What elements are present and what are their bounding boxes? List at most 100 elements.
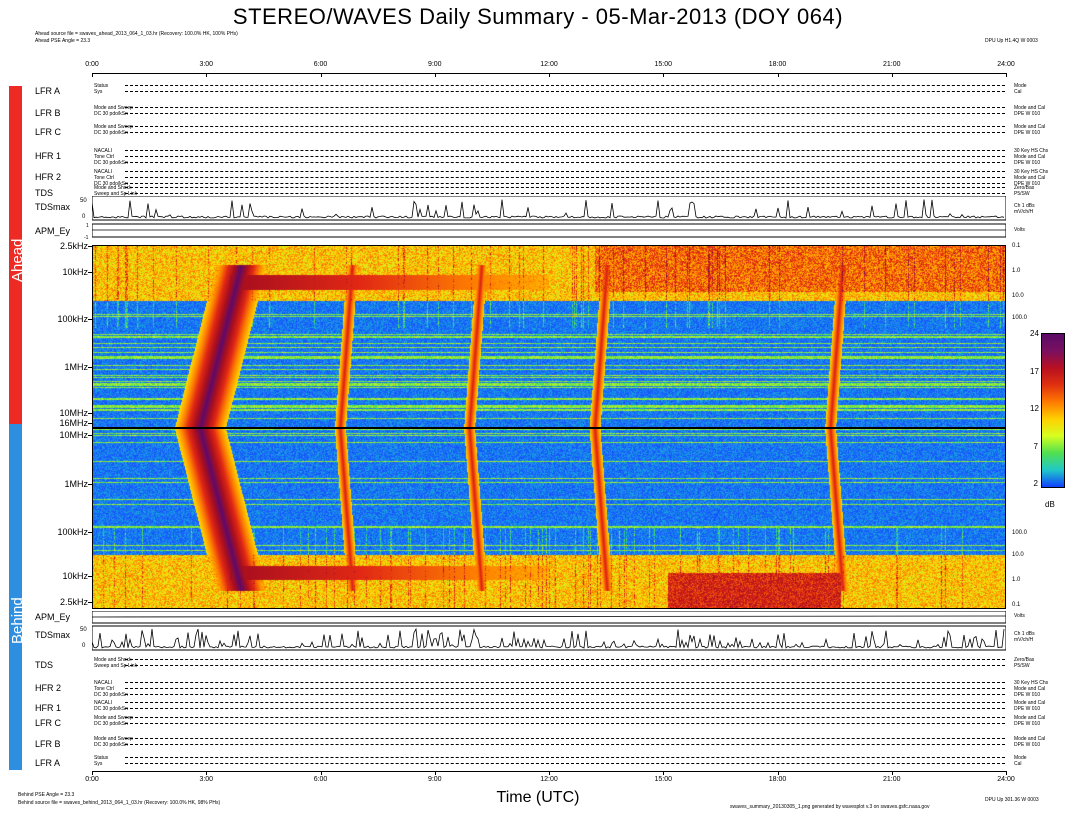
ahead-apm-tick-bottom: -1 [84,235,89,241]
ahead-row-left-text: Mode and Sweep [94,105,133,111]
top-time-tick-label: 15:00 [654,61,673,68]
colorbar [1041,333,1065,488]
top-time-tick-mark [92,73,93,77]
ahead-apm-tick-top: 1 [86,223,89,229]
ahead-row-right-text: DPE W 010 [1014,130,1041,136]
behind-freq-label: 16MHz [59,418,88,428]
behind-row-left-text: Mode and Sweep [94,736,133,742]
ahead-pse-angle: Ahead PSE Angle = 23.3 [35,38,91,44]
ahead-tdsmax-tick-top: 50 [80,198,87,204]
top-time-tick-mark [549,73,550,77]
ahead-row-left-text: NACALI [94,169,113,175]
top-time-tick-label: 18:00 [768,61,787,68]
behind-row-dashed-line [125,763,1005,764]
bottom-time-tick-mark [434,771,436,775]
ahead-row-dashed-line [125,162,1005,163]
ahead-dpu-info: DPU Up H1.4Q W 0003 [985,38,1038,44]
ahead-row-right-text: Mode and Cal [1014,124,1046,130]
ahead-row-left-text: DC 30 pdo/kSn [94,160,128,166]
behind-dpu-info: DPU Up 301.36 W 0003 [985,797,1039,803]
behind-freq-label: 2.5kHz [59,597,88,607]
colorbar-tick-label: 7 [1033,441,1038,451]
ahead-row-right-text: Mode and Cal [1014,105,1046,111]
top-time-tick-label: 0:00 [85,61,99,68]
behind-row-label: HFR 1 [35,703,62,713]
behind-row-right-text: Ch 1 dBs [1014,631,1035,637]
ahead-row-dashed-line [125,177,1005,178]
behind-right-scale-tick: 10.0 [1012,552,1024,558]
behind-row-left-text: NACALI [94,700,113,706]
behind-row-left-text: Tone Ctrl [94,686,115,692]
ahead-row-right-text: Mode and Cal [1014,175,1046,181]
behind-row-right-text: 30 Key HS Chs [1014,680,1049,686]
ahead-row-left-text: Mode and Shock [94,185,132,191]
ahead-row-dashed-line [125,126,1005,127]
ahead-row-label: LFR A [35,86,61,96]
bottom-time-tick-label: 12:00 [540,776,558,783]
behind-row-right-text: DPE W 010 [1014,706,1041,712]
behind-freq-tick [88,423,92,424]
behind-row-label: LFR B [35,739,61,749]
ahead-row-label: LFR C [35,127,62,137]
ahead-right-scale-tick: 100.0 [1012,315,1028,321]
behind-freq-tick [88,532,92,533]
ahead-row-dashed-line [125,193,1005,194]
top-time-tick-label: 12:00 [540,61,558,68]
ahead-row-dashed-line [125,132,1005,133]
ahead-sidebar: Ahead [9,86,26,424]
behind-row-left-text: DC 30 pdo/kSn [94,692,128,698]
colorbar-tick-label: 17 [1030,366,1039,376]
x-axis-title: Time (UTC) [496,789,580,806]
behind-row-left-text: DC 30 pdo/kSn [94,706,128,712]
behind-row-dashed-line [125,702,1005,703]
behind-row-dashed-line [125,665,1005,666]
bottom-time-tick-label: 24:00 [997,776,1015,783]
behind-pse-angle: Behind PSE Angle = 23.3 [18,792,75,798]
behind-row-dashed-line [125,694,1005,695]
ahead-freq-label: 2.5kHz [59,241,88,251]
behind-row-right-text: DPE W 010 [1014,721,1041,727]
ahead-row-dashed-line [125,113,1005,114]
ahead-spectrogram [92,245,1006,428]
bottom-time-tick-label: 18:00 [768,776,787,783]
ahead-row-right-text: Mode and Cal [1014,154,1046,160]
top-time-tick-mark [320,73,322,77]
ahead-freq-label: 10MHz [59,408,88,418]
behind-row-right-text: Zero/Bas [1014,657,1035,663]
behind-row-left-text: DC 30 pdo/kSn [94,742,128,748]
behind-row-dashed-line [125,757,1005,758]
ahead-row-right-text: P5/SW [1014,191,1030,197]
behind-row-right-text: DPE W 010 [1014,692,1041,698]
top-time-tick-label: 9:00 [427,61,442,68]
behind-row-right-text: Mode and Cal [1014,715,1046,721]
ahead-row-label: HFR 2 [35,172,62,182]
ahead-row-left-text: Tone Ctrl [94,154,115,160]
ahead-row-right-text: Volts [1014,227,1025,233]
top-time-tick-label: 21:00 [882,61,901,68]
ahead-sidebar-label: Ahead [9,238,26,282]
ahead-freq-label: 10kHz [62,267,88,277]
bottom-time-tick-mark [777,771,779,775]
behind-freq-label: 1MHz [64,479,88,489]
behind-row-label: APM_Ey [35,612,71,622]
ahead-row-right-text: DPE W 010 [1014,181,1041,187]
ahead-row-left-text: DC 30 pdo/kSn [94,181,128,187]
behind-row-right-text: Mode and Cal [1014,686,1046,692]
ahead-row-label: TDS [35,188,53,198]
behind-row-dashed-line [125,744,1005,745]
behind-row-dashed-line [125,717,1005,718]
behind-sidebar: Behind [9,424,26,770]
bottom-time-tick-mark [92,771,93,775]
bottom-time-tick-label: 15:00 [654,776,673,783]
ahead-row-left-text: Mode and Sweep [94,124,133,130]
ahead-row-left-text: NACALI [94,148,113,154]
top-time-tick-label: 6:00 [313,61,328,68]
behind-right-scale-tick: 1.0 [1012,577,1021,583]
behind-row-label: LFR C [35,718,62,728]
top-time-tick-label: 24:00 [997,61,1015,68]
ahead-row-dashed-line [125,150,1005,151]
behind-row-dashed-line [125,723,1005,724]
behind-row-dashed-line [125,659,1005,660]
behind-row-left-text: DC 30 pdo/kSn [94,721,128,727]
bottom-time-tick-label: 21:00 [882,776,901,783]
